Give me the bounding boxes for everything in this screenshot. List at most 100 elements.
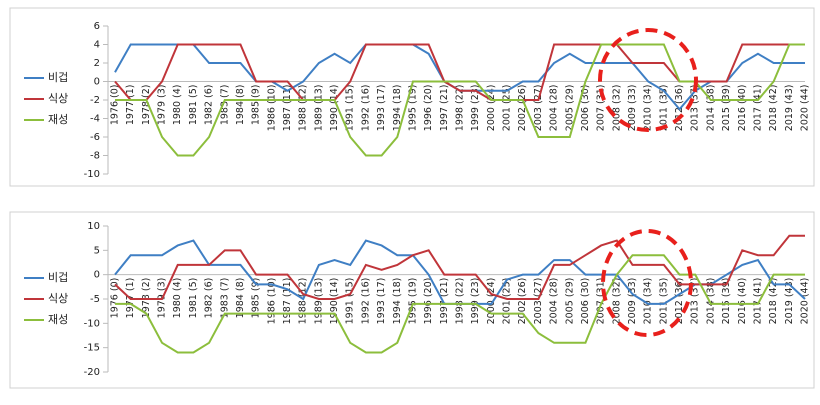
x-tick-label: 2017 (41) <box>752 85 763 132</box>
legend-label: 재성 <box>48 313 68 326</box>
x-tick-label: 1999 (23) <box>470 85 481 132</box>
y-tick-label: -20 <box>84 367 100 378</box>
highlight-circle <box>598 28 698 132</box>
x-tick-label: 2004 (28) <box>549 278 560 325</box>
x-tick-label: 2002 (26) <box>517 278 528 325</box>
legend-label: 식상 <box>48 92 68 105</box>
y-tick-label: 5 <box>94 245 100 256</box>
x-tick-label: 2019 (43) <box>784 278 795 325</box>
highlight-circle <box>601 229 693 337</box>
x-tick-label: 1985 (9) <box>251 278 262 319</box>
y-tick-label: -2 <box>90 95 100 106</box>
y-tick-label: -5 <box>90 294 100 305</box>
x-tick-label: 1987 (11) <box>282 85 293 132</box>
x-tick-label: 1992 (16) <box>360 278 371 325</box>
x-tick-label: 2018 (42) <box>768 278 779 325</box>
x-tick-label: 2015 (39) <box>721 85 732 132</box>
x-tick-label: 2009 (33) <box>627 85 638 132</box>
x-tick-label: 1984 (8) <box>235 278 246 319</box>
x-tick-label: 1981 (5) <box>188 278 199 319</box>
x-tick-label: 1995 (19) <box>407 278 418 325</box>
y-tick-label: 0 <box>94 77 100 88</box>
x-tick-label: 2000 (24) <box>486 278 497 325</box>
x-tick-label: 2003 (27) <box>533 85 544 132</box>
x-tick-label: 1999 (23) <box>470 278 481 325</box>
y-tick-label: -15 <box>84 343 100 354</box>
x-tick-label: 1994 (18) <box>392 85 403 132</box>
y-tick-label: -8 <box>90 151 100 162</box>
panel-frame <box>9 211 815 389</box>
legend-label: 비겁 <box>48 71 68 84</box>
x-tick-label: 1997 (21) <box>439 85 450 132</box>
x-tick-label: 1993 (17) <box>376 278 387 325</box>
x-tick-label: 2006 (30) <box>580 278 591 325</box>
x-tick-label: 1993 (17) <box>376 85 387 132</box>
x-tick-label: 2015 (39) <box>721 278 732 325</box>
x-tick-label: 1977 (1) <box>125 85 136 126</box>
x-tick-label: 1995 (19) <box>407 85 418 132</box>
x-tick-label: 2006 (30) <box>580 85 591 132</box>
panel-frame <box>9 7 815 187</box>
x-tick-label: 2009 (33) <box>627 278 638 325</box>
x-tick-label: 2018 (42) <box>768 85 779 132</box>
x-tick-label: 1983 (7) <box>219 84 230 125</box>
x-tick-label: 1990 (14) <box>329 278 340 325</box>
x-tick-label: 2007 (31) <box>596 278 607 325</box>
x-tick-label: 2005 (29) <box>564 278 575 325</box>
x-tick-label: 2010 (34) <box>643 278 654 325</box>
x-tick-label: 2011 (35) <box>658 85 669 132</box>
legend-label: 비겁 <box>48 271 68 284</box>
x-tick-label: 1981 (5) <box>188 85 199 126</box>
x-tick-label: 1976 (0) <box>110 85 121 126</box>
y-tick-label: -6 <box>90 132 100 143</box>
legend-label: 재성 <box>48 113 68 126</box>
x-tick-label: 2007 (31) <box>596 85 607 132</box>
x-tick-label: 1994 (18) <box>392 278 403 325</box>
y-tick-label: 2 <box>94 58 100 69</box>
x-tick-label: 1980 (4) <box>172 278 183 319</box>
x-tick-label: 1991 (15) <box>345 278 356 325</box>
y-tick-label: 4 <box>94 40 100 51</box>
x-tick-label: 2020 (44) <box>800 278 811 325</box>
x-tick-label: 1988 (12) <box>298 85 309 132</box>
x-tick-label: 1997 (21) <box>439 278 450 325</box>
x-tick-label: 2017 (41) <box>752 278 763 325</box>
x-tick-label: 2005 (29) <box>564 85 575 132</box>
y-tick-label: 0 <box>94 270 100 281</box>
x-tick-label: 2010 (34) <box>643 85 654 132</box>
x-tick-label: 1991 (15) <box>345 85 356 132</box>
x-tick-label: 1978 (2) <box>141 278 152 319</box>
x-tick-label: 2011 (35) <box>658 278 669 325</box>
x-tick-label: 1984 (8) <box>235 84 246 125</box>
x-tick-label: 1992 (16) <box>360 85 371 132</box>
y-tick-label: -10 <box>84 318 100 329</box>
x-tick-label: 2003 (27) <box>533 278 544 325</box>
y-tick-label: -10 <box>84 169 100 180</box>
legend-label: 식상 <box>48 292 68 305</box>
x-tick-label: 1987 (11) <box>282 278 293 325</box>
x-tick-label: 1989 (13) <box>313 278 324 325</box>
x-tick-label: 2020 (44) <box>800 85 811 132</box>
x-tick-label: 1983 (7) <box>219 278 230 319</box>
x-tick-label: 2002 (26) <box>517 85 528 132</box>
x-tick-label: 1996 (20) <box>423 278 434 325</box>
x-tick-label: 1979 (3) <box>157 85 168 126</box>
x-tick-label: 2013 (37) <box>690 278 701 325</box>
x-tick-label: 2001 (25) <box>502 84 513 131</box>
x-tick-label: 2019 (43) <box>784 85 795 132</box>
x-tick-label: 1986 (10) <box>266 85 277 132</box>
x-tick-label: 2004 (28) <box>549 85 560 132</box>
x-tick-label: 1982 (6) <box>204 278 215 319</box>
x-tick-label: 1988 (12) <box>298 278 309 325</box>
x-tick-label: 1989 (13) <box>313 85 324 132</box>
x-tick-label: 1990 (14) <box>329 85 340 132</box>
x-tick-label: 2001 (25) <box>502 278 513 325</box>
x-tick-label: 2014 (38) <box>705 278 716 325</box>
x-tick-label: 1996 (20) <box>423 85 434 132</box>
x-tick-label: 2008 (32) <box>611 85 622 132</box>
y-tick-label: 6 <box>94 21 100 32</box>
x-tick-label: 2016 (40) <box>737 278 748 325</box>
